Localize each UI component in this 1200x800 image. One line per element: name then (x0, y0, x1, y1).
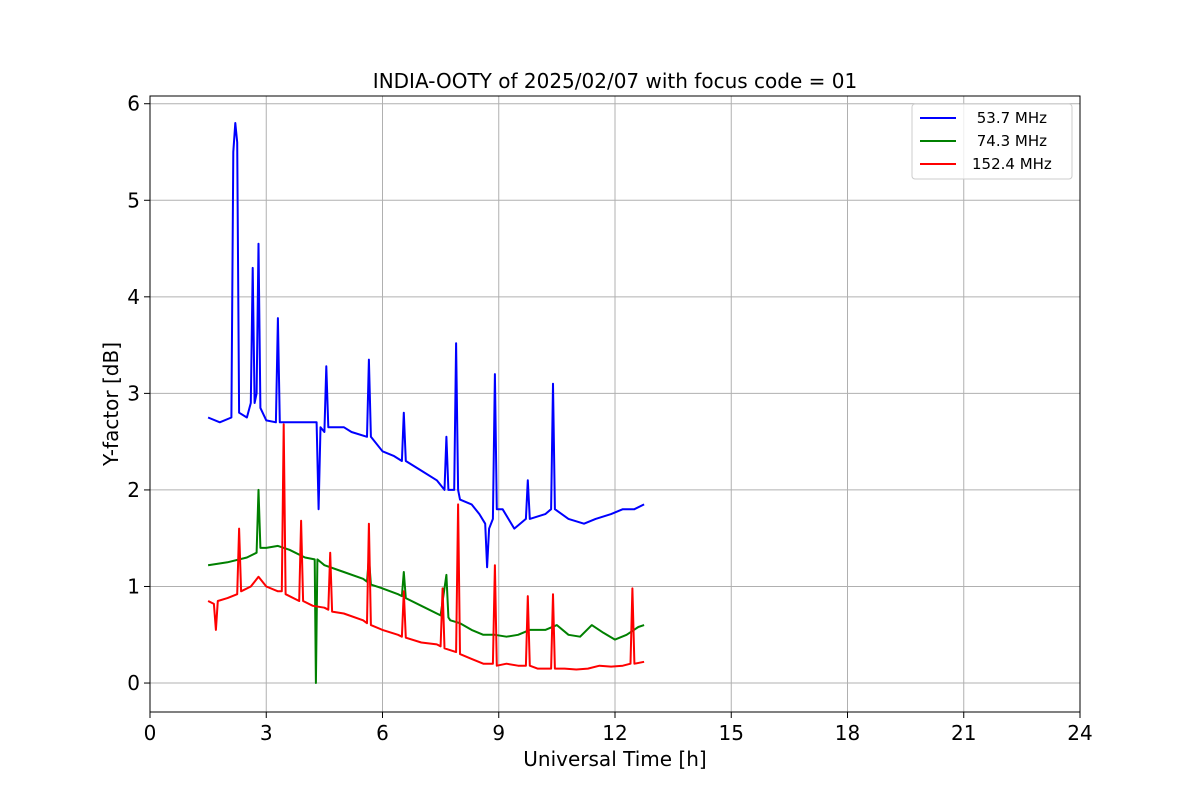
y-tick-label: 1 (127, 574, 140, 598)
legend-label-2: 152.4 MHz (972, 155, 1052, 173)
y-tick-label: 6 (127, 92, 140, 116)
x-tick-label: 3 (260, 721, 273, 745)
legend-box (911, 103, 1073, 180)
x-tick-label: 0 (144, 721, 157, 745)
x-tick-label: 9 (492, 721, 505, 745)
y-axis-label: Y-factor [dB] (99, 342, 123, 467)
legend: 53.7 MHz 74.3 MHz 152.4 MHz (911, 103, 1073, 180)
x-tick-label: 18 (835, 721, 860, 745)
x-tick-label: 6 (376, 721, 389, 745)
legend-label-0: 53.7 MHz (972, 109, 1047, 127)
x-tick-label: 15 (719, 721, 744, 745)
x-tick-label: 24 (1067, 721, 1092, 745)
x-axis-label: Universal Time [h] (523, 747, 706, 771)
x-tick-label: 21 (951, 721, 976, 745)
y-tick-label: 0 (127, 671, 140, 695)
series-layer (207, 122, 645, 684)
series-line-2 (207, 423, 645, 671)
y-tick-label: 5 (127, 188, 140, 212)
x-tick-label: 12 (602, 721, 627, 745)
chart-title: INDIA-OOTY of 2025/02/07 with focus code… (373, 69, 857, 93)
series-line-0 (207, 122, 645, 569)
y-tick-label: 2 (127, 478, 140, 502)
y-tick-label: 3 (127, 381, 140, 405)
y-tick-label: 4 (127, 285, 140, 309)
series-line-1 (207, 488, 645, 684)
legend-label-1: 74.3 MHz (972, 132, 1047, 150)
